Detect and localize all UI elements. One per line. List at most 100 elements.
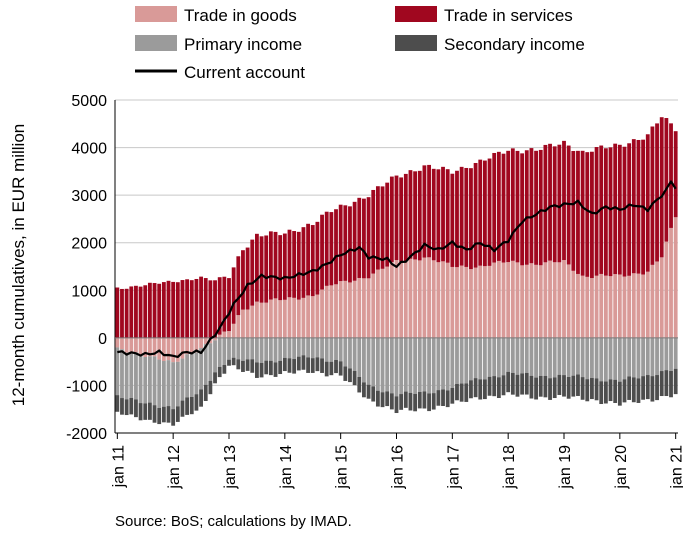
bar-primary-income	[590, 337, 594, 379]
x-tick-label: jan 12	[166, 445, 183, 490]
bar-secondary-income	[315, 357, 320, 372]
bar-primary-income	[217, 337, 222, 367]
bar-primary-income	[645, 337, 650, 376]
bar-trade-in-services	[134, 285, 138, 338]
bar-trade-in-goods	[375, 269, 380, 338]
bar-trade-in-goods	[357, 277, 362, 338]
bar-primary-income	[534, 337, 538, 378]
bar-primary-income	[310, 337, 315, 359]
bar-trade-in-goods	[189, 337, 194, 354]
bar-trade-in-services	[268, 231, 273, 300]
bar-trade-in-services	[222, 276, 227, 332]
bar-trade-in-services	[282, 233, 287, 300]
bar-trade-in-goods	[157, 337, 162, 360]
bar-trade-in-services	[389, 176, 394, 262]
bar-trade-in-goods	[143, 337, 148, 358]
bar-secondary-income	[362, 382, 366, 398]
bar-primary-income	[599, 337, 604, 382]
bar-trade-in-goods	[529, 263, 534, 338]
bar-primary-income	[138, 354, 143, 404]
bar-secondary-income	[278, 360, 283, 375]
bar-trade-in-goods	[236, 315, 241, 338]
bar-secondary-income	[208, 380, 213, 395]
bar-trade-in-services	[231, 267, 236, 324]
bar-trade-in-goods	[194, 337, 199, 353]
bar-trade-in-services	[403, 173, 408, 262]
bar-trade-in-goods	[231, 323, 236, 338]
bar-trade-in-services	[580, 150, 585, 276]
bar-trade-in-goods	[306, 295, 311, 338]
bar-trade-in-goods	[580, 275, 585, 338]
bar-trade-in-services	[501, 153, 506, 263]
bar-trade-in-goods	[366, 278, 371, 338]
bar-primary-income	[585, 337, 590, 380]
bar-secondary-income	[348, 368, 352, 383]
bar-trade-in-services	[529, 148, 534, 264]
bar-trade-in-services	[669, 123, 673, 228]
bar-secondary-income	[320, 358, 324, 373]
bar-secondary-income	[231, 357, 236, 366]
bar-primary-income	[520, 337, 525, 374]
bar-trade-in-services	[264, 235, 269, 303]
bar-primary-income	[348, 337, 352, 369]
bar-trade-in-services	[352, 201, 357, 281]
bar-trade-in-services	[464, 167, 469, 267]
bar-trade-in-services	[520, 153, 525, 266]
bar-trade-in-goods	[594, 275, 599, 338]
bar-trade-in-goods	[180, 337, 185, 359]
bar-trade-in-services	[506, 150, 511, 263]
bar-primary-income	[241, 337, 245, 361]
bar-secondary-income	[496, 377, 501, 399]
bar-primary-income	[255, 337, 259, 363]
bar-trade-in-goods	[124, 337, 129, 353]
bar-secondary-income	[543, 375, 548, 398]
bar-trade-in-services	[166, 280, 171, 338]
bar-trade-in-goods	[538, 265, 543, 338]
bar-trade-in-goods	[436, 262, 441, 338]
bar-trade-in-services	[236, 256, 241, 316]
bar-primary-income	[259, 337, 264, 363]
bar-trade-in-services	[241, 250, 245, 310]
x-tick-label: jan 17	[445, 445, 462, 490]
legend: Trade in goods Trade in services Primary…	[135, 6, 585, 82]
bar-trade-in-goods	[394, 260, 399, 338]
legend-label-trade-in-services: Trade in services	[444, 6, 573, 25]
bar-primary-income	[478, 337, 483, 380]
bar-primary-income	[157, 359, 162, 408]
bar-trade-in-services	[594, 147, 599, 276]
bar-primary-income	[399, 337, 404, 395]
bar-trade-in-services	[366, 197, 371, 279]
bar-trade-in-services	[152, 283, 157, 338]
bar-secondary-income	[622, 379, 627, 403]
bar-secondary-income	[175, 406, 180, 422]
y-tick-label: 0	[98, 331, 107, 348]
bar-secondary-income	[138, 403, 143, 421]
bar-primary-income	[524, 337, 529, 373]
bar-primary-income	[273, 337, 278, 363]
bar-trade-in-services	[255, 233, 259, 302]
bar-secondary-income	[603, 381, 608, 404]
bar-secondary-income	[287, 358, 292, 373]
bar-trade-in-goods	[469, 269, 473, 338]
bar-primary-income	[227, 337, 231, 360]
bar-trade-in-services	[227, 278, 231, 332]
bar-primary-income	[301, 337, 306, 356]
bar-primary-income	[296, 337, 301, 357]
bar-trade-in-services	[217, 277, 222, 335]
bar-primary-income	[557, 337, 562, 375]
bar-secondary-income	[255, 362, 259, 378]
bar-primary-income	[292, 337, 297, 360]
bar-primary-income	[655, 337, 659, 376]
bar-trade-in-services	[250, 239, 255, 306]
bar-primary-income	[175, 361, 180, 407]
bar-primary-income	[375, 337, 380, 391]
bar-primary-income	[431, 337, 436, 394]
bar-trade-in-goods	[501, 262, 506, 338]
bar-secondary-income	[245, 359, 250, 371]
bar-secondary-income	[659, 371, 664, 397]
bar-trade-in-services	[147, 282, 152, 338]
bar-primary-income	[282, 337, 287, 358]
bar-trade-in-goods	[362, 278, 366, 338]
bar-secondary-income	[473, 378, 478, 398]
bar-secondary-income	[129, 397, 134, 415]
